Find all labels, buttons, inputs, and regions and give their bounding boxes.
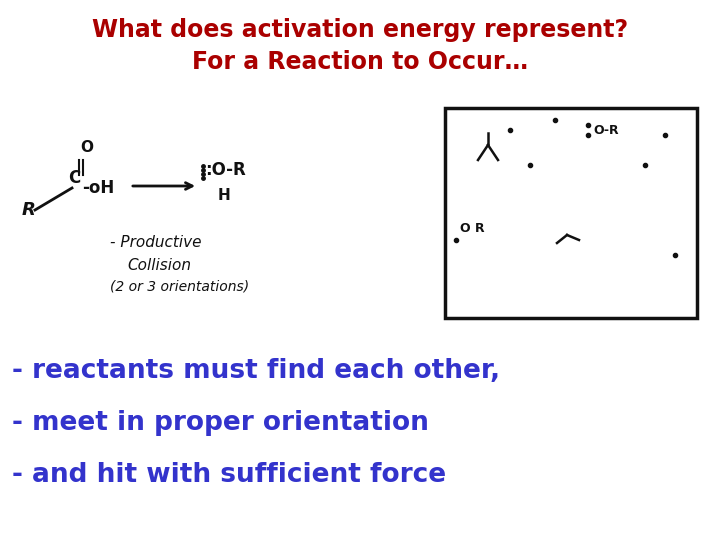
Text: For a Reaction to Occur…: For a Reaction to Occur… xyxy=(192,50,528,74)
Text: - meet in proper orientation: - meet in proper orientation xyxy=(12,410,429,436)
Text: :O-R: :O-R xyxy=(205,161,246,179)
Text: - reactants must find each other,: - reactants must find each other, xyxy=(12,358,500,384)
Text: O-R: O-R xyxy=(593,124,618,137)
Text: R: R xyxy=(22,201,36,219)
Text: Collision: Collision xyxy=(127,258,191,273)
Text: O R: O R xyxy=(460,221,485,234)
Bar xyxy=(445,108,697,318)
Text: - Productive: - Productive xyxy=(110,235,202,250)
Text: O: O xyxy=(80,140,93,156)
Text: What does activation energy represent?: What does activation energy represent? xyxy=(92,18,628,42)
Text: (2 or 3 orientations): (2 or 3 orientations) xyxy=(110,280,249,294)
Text: H: H xyxy=(218,187,230,202)
Text: C: C xyxy=(68,169,80,187)
Text: - and hit with sufficient force: - and hit with sufficient force xyxy=(12,462,446,488)
Text: -oH: -oH xyxy=(82,179,114,197)
